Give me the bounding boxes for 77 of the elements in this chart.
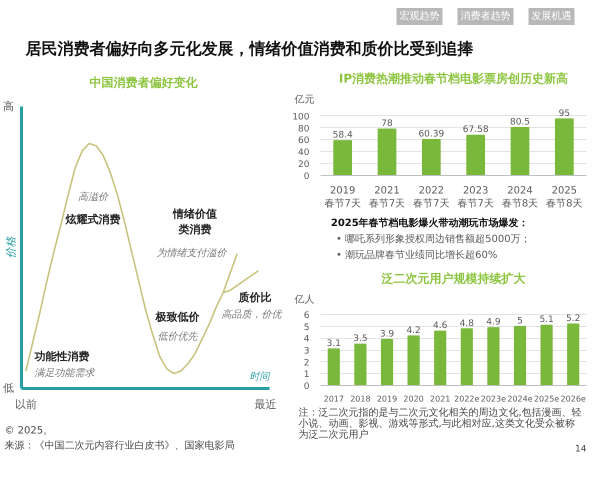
y-tick-label: 0	[304, 382, 310, 392]
annotation: 极致低价	[154, 310, 200, 324]
y-tick-label: 1	[304, 370, 310, 380]
y-tick-label: 60	[298, 136, 310, 146]
data-label: 78	[381, 118, 393, 129]
annotation: 功能性消费	[33, 350, 90, 363]
data-label: 58.4	[332, 130, 353, 141]
text: 宏观趋势	[400, 10, 440, 22]
annotation: 高品质，价优	[221, 308, 284, 320]
chart-title: 泛二次元用户规模持续扩大	[380, 272, 526, 286]
data-label: 3.9	[380, 329, 394, 340]
x-tick-label: 2025春节8天	[546, 186, 583, 210]
y-tick-label: 40	[298, 148, 310, 158]
y-tick-label: 0	[304, 172, 310, 182]
data-label: 3.5	[353, 334, 368, 344]
x-tick-label: 2018	[350, 394, 371, 404]
text: 14	[575, 444, 587, 454]
text: 低	[3, 382, 14, 395]
y-axis-title: 亿元	[294, 94, 314, 106]
data-label: 4.8	[460, 318, 474, 329]
data-label: 5	[517, 316, 523, 326]
x-tick-label: 2019春节7天	[324, 186, 361, 210]
y-axis-title: 价格	[4, 236, 18, 258]
x-tick-label: 2024e	[507, 394, 533, 404]
y-tick-label: 80	[298, 124, 310, 134]
y-tick-label: 4	[304, 334, 310, 345]
x-tick-label: 2025e	[534, 394, 560, 404]
data-label: 80.5	[510, 117, 530, 128]
annotation: 质价比	[237, 291, 272, 304]
annotation: 情绪价值类消费	[172, 207, 217, 236]
y-tick-label: 3	[304, 346, 310, 357]
data-label: 95	[558, 108, 570, 119]
text: 消费者趋势	[460, 10, 510, 22]
x-tick-label: 2020	[403, 394, 424, 404]
text: • 哪吒系列形象授权周边销售额超5000万；	[336, 233, 531, 245]
x-tick-label: 2023春节7天	[457, 186, 494, 210]
annotation: 高溢价	[78, 190, 109, 203]
y-axis-title: 亿人	[294, 294, 314, 306]
text: • 潮玩品牌春节业绩同比增长超60%	[336, 249, 498, 261]
data-label: 5.2	[566, 314, 580, 324]
text: 发展机遇	[532, 10, 572, 22]
y-tick-label: 2	[304, 358, 310, 368]
x-tick-label: 最近	[254, 398, 276, 412]
annotation: 满足功能需求	[34, 367, 96, 380]
x-tick-label: 2022e	[454, 394, 480, 404]
x-tick-label: 2023e	[480, 394, 506, 404]
x-tick-label: 2021	[430, 394, 450, 404]
x-tick-label: 以前	[14, 398, 37, 412]
text: 2025年春节档电影爆火带动潮玩市场爆发：	[330, 217, 529, 229]
data-label: 3.1	[326, 338, 341, 349]
data-label: 60.39	[418, 129, 444, 140]
data-label: 5.1	[539, 315, 554, 326]
x-tick-label: 2017	[324, 394, 344, 404]
y-tick-label: 20	[298, 160, 310, 170]
text: 注：泛二次元指的是与二次元文化相关的周边文化,包括漫画、轻小说、动画、影视、游戏等形式,与此相对应,这类文化受众被称为泛二次元用户	[298, 406, 582, 440]
text: 居民消费者偏好向多元化发展，情绪价值消费和质价比受到追捧	[24, 39, 474, 58]
x-tick-label: 2019	[376, 394, 398, 404]
text: © 2025。	[4, 426, 54, 436]
chart-title: IP消费热潮推动春节档电影票房创历史新高	[338, 72, 568, 86]
y-tick-label: 6	[304, 311, 310, 322]
annotation: 为情绪支付溢价	[156, 247, 228, 260]
x-tick-label: 2026e	[560, 394, 586, 404]
data-label: 4.9	[486, 318, 501, 328]
y-tick-label: 100	[292, 112, 310, 122]
x-tick-label: 2022春节7天	[413, 186, 450, 210]
y-tick-label: 5	[304, 322, 310, 333]
x-tick-label: 2021春节7天	[368, 186, 406, 210]
annotation: 炫耀式消费	[64, 212, 120, 226]
x-tick-label: 2024春节8天	[502, 186, 538, 210]
text: 高	[3, 100, 14, 114]
x-axis-title: 时间	[250, 370, 271, 383]
data-label: 4.2	[406, 326, 421, 336]
annotation: 低价优先	[157, 330, 198, 342]
source-note: 来源：《中国二次元内容行业白皮书》、国家电影局	[4, 440, 234, 452]
data-label: 67.58	[462, 125, 489, 136]
chart-title: 中国消费者偏好变化	[90, 76, 198, 90]
data-label: 4.6	[433, 321, 448, 332]
